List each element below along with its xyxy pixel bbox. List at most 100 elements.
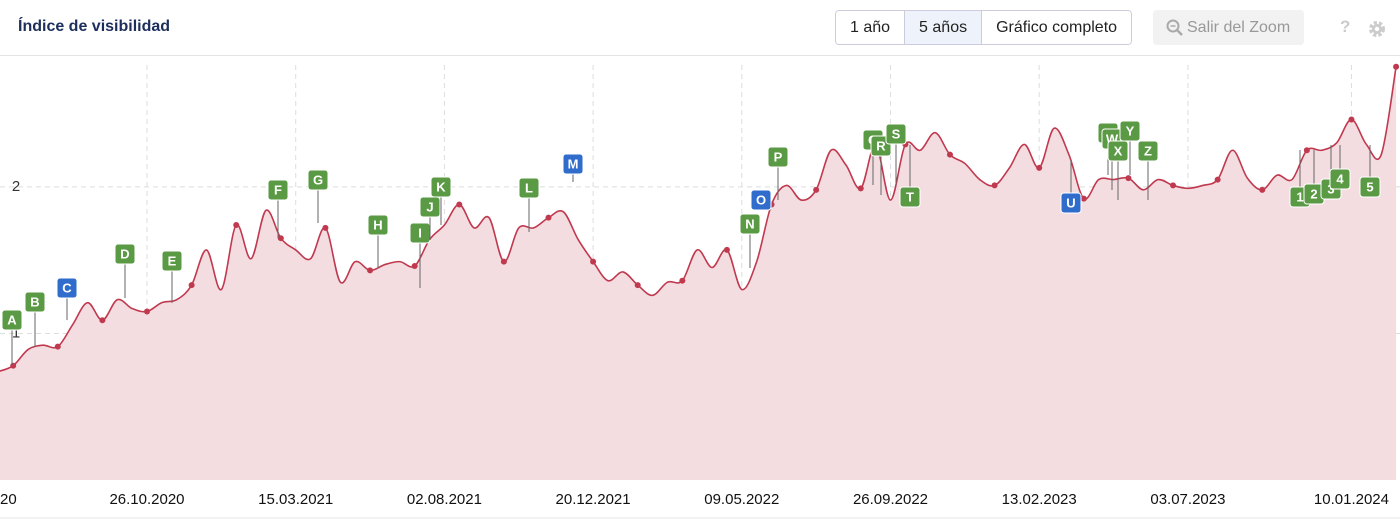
event-marker[interactable]: H	[367, 214, 389, 268]
point	[1125, 175, 1132, 182]
point	[10, 362, 17, 369]
event-box	[1359, 176, 1381, 198]
point	[277, 235, 284, 242]
point	[500, 258, 507, 265]
event-box	[1329, 168, 1351, 190]
event-marker[interactable]: E	[161, 250, 183, 303]
point	[1303, 147, 1310, 154]
zoom-button[interactable]: Salir del Zoom	[1153, 10, 1304, 45]
event-marker[interactable]: J	[419, 196, 441, 240]
point	[723, 246, 730, 253]
area	[0, 66, 1397, 480]
event-marker[interactable]: M	[562, 153, 584, 182]
event-marker[interactable]: 5	[1359, 145, 1381, 198]
settings-icon[interactable]	[1367, 19, 1387, 39]
event-label: R	[876, 138, 886, 153]
event-label: P	[774, 149, 783, 164]
y-tick-label: 2	[12, 178, 20, 195]
event-box	[1107, 140, 1129, 162]
event-label: L	[525, 180, 533, 195]
point	[1080, 195, 1087, 202]
event-box	[161, 250, 183, 272]
event-box	[1137, 140, 1159, 162]
x-tick-label: 02.08.2021	[407, 491, 482, 508]
event-marker[interactable]: U	[1060, 160, 1082, 214]
event-label: S	[892, 126, 901, 141]
event-label: E	[168, 253, 177, 268]
event-box	[1119, 120, 1141, 142]
point	[144, 308, 150, 315]
event-label: D	[120, 246, 129, 261]
point	[322, 224, 329, 231]
point	[54, 343, 61, 350]
event-box	[1060, 192, 1082, 214]
event-box	[750, 189, 772, 211]
event-marker[interactable]: O	[750, 189, 772, 211]
point	[1348, 116, 1355, 123]
point	[991, 182, 998, 189]
x-tick-label: 20.12.2021	[556, 491, 631, 508]
event-label: B	[30, 294, 39, 309]
zoom-icon	[1166, 19, 1183, 36]
event-marker[interactable]: L	[518, 177, 540, 232]
point	[545, 214, 552, 221]
event-marker[interactable]: A	[1, 309, 23, 365]
event-box	[307, 169, 329, 191]
help-button[interactable]: ?	[1340, 17, 1351, 36]
point	[1036, 164, 1043, 171]
event-box	[885, 123, 907, 145]
x-tick-label: 26.09.2022	[853, 491, 928, 508]
event-label: Y	[1126, 123, 1135, 138]
event-marker[interactable]: P	[767, 146, 789, 200]
point	[857, 185, 864, 192]
event-marker[interactable]: K	[430, 176, 452, 225]
event-marker[interactable]: T	[899, 145, 921, 208]
event-marker[interactable]: X	[1107, 140, 1129, 200]
x-tick-label: 10.01.2024	[1314, 491, 1389, 508]
event-label: H	[373, 217, 382, 232]
y-tick-label: 1	[12, 324, 20, 341]
x-tick-label: 15.03.2021	[258, 491, 333, 508]
event-label: O	[756, 192, 766, 207]
range-button[interactable]: Gráfico completo	[981, 11, 1132, 44]
chart-title: Índice de visibilidad	[18, 18, 171, 35]
point	[1393, 63, 1400, 70]
event-label: N	[745, 216, 754, 231]
event-marker[interactable]: B	[24, 291, 46, 347]
event-marker[interactable]: F	[267, 179, 289, 238]
range-button[interactable]: 1 año	[836, 11, 905, 44]
event-box	[1, 309, 23, 331]
point	[456, 201, 463, 208]
x-tick-label: 09.05.2022	[704, 491, 779, 508]
header-divider	[0, 55, 1400, 56]
point	[679, 277, 686, 284]
event-label: F	[274, 182, 282, 197]
event-box	[767, 146, 789, 168]
zoom-label: Salir del Zoom	[1187, 19, 1291, 36]
event-marker[interactable]: 4	[1329, 145, 1351, 190]
point	[590, 258, 597, 265]
point	[634, 282, 641, 289]
event-label: X	[1114, 143, 1123, 158]
event-label: 5	[1366, 179, 1373, 194]
event-marker[interactable]: C	[56, 277, 78, 320]
event-box	[114, 243, 136, 265]
event-marker[interactable]: Z	[1137, 140, 1159, 200]
event-box	[419, 196, 441, 218]
range-button[interactable]: 5 años	[904, 11, 982, 44]
event-marker[interactable]: D	[114, 243, 136, 298]
event-marker[interactable]: G	[307, 169, 329, 223]
point	[233, 222, 240, 228]
x-tick-label: 13.02.2023	[1002, 491, 1077, 508]
event-marker[interactable]: S	[885, 123, 907, 185]
point	[1170, 182, 1177, 189]
event-marker[interactable]: 2	[1303, 150, 1325, 205]
event-label: M	[568, 156, 579, 171]
event-marker[interactable]: Y	[1119, 120, 1141, 175]
event-label: Z	[1144, 143, 1152, 158]
point	[411, 263, 418, 270]
event-label: U	[1066, 195, 1075, 210]
event-marker[interactable]: N	[739, 213, 761, 268]
point	[813, 186, 820, 193]
